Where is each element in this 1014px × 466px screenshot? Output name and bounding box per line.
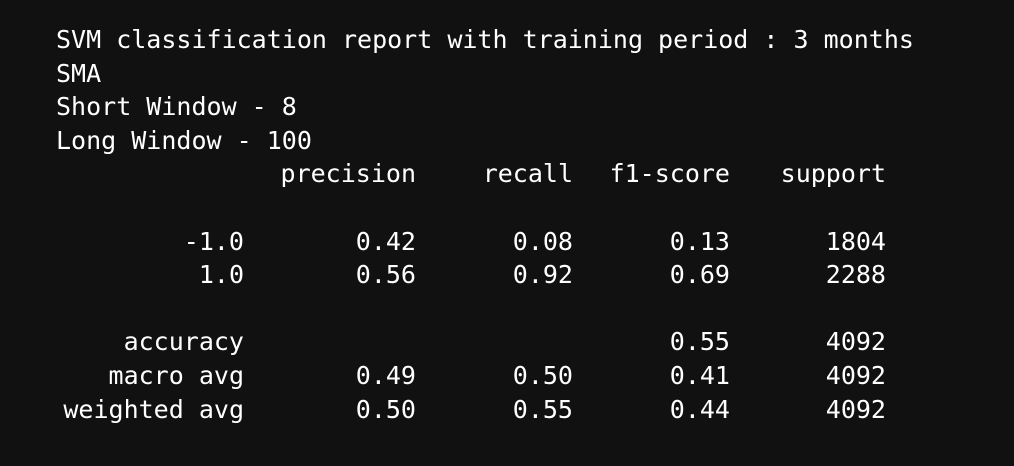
- precision-value: 0.49: [355, 360, 416, 390]
- column-header-support: support: [780, 159, 886, 189]
- report-title: SVM classification report with training …: [56, 25, 914, 54]
- support-value: 2288: [825, 260, 886, 290]
- row-label: -1.0: [183, 226, 244, 256]
- report-header-row: precision recall f1-score support: [56, 157, 956, 191]
- row-label: macro avg: [108, 360, 244, 390]
- long-window-line: Long Window - 100: [56, 125, 312, 155]
- precision-value: 0.50: [355, 394, 416, 424]
- f1-score-value: 0.41: [669, 360, 730, 390]
- classification-report: precision recall f1-score support -1.0 0…: [56, 157, 956, 426]
- support-value: 4092: [825, 360, 886, 390]
- f1-score-value: 0.44: [669, 394, 730, 424]
- blank-line: [56, 292, 956, 326]
- summary-row-macro-avg: macro avg 0.49 0.50 0.41 4092: [56, 359, 956, 393]
- summary-row-weighted-avg: weighted avg 0.50 0.55 0.44 4092: [56, 393, 956, 427]
- f1-score-value: 0.55: [669, 327, 730, 357]
- indicator-name: SMA: [56, 58, 102, 88]
- blank-line: [56, 191, 956, 225]
- short-window-line: Short Window - 8: [56, 92, 297, 122]
- f1-score-value: 0.13: [669, 226, 730, 256]
- support-value: 4092: [825, 394, 886, 424]
- precision-value: 0.56: [355, 260, 416, 290]
- row-label: accuracy: [123, 327, 244, 357]
- support-value: 4092: [825, 327, 886, 357]
- precision-value: 0.42: [355, 226, 416, 256]
- recall-value: 0.08: [512, 226, 573, 256]
- recall-value: 0.55: [512, 394, 573, 424]
- support-value: 1804: [825, 226, 886, 256]
- row-label: weighted avg: [63, 394, 244, 424]
- class-row: -1.0 0.42 0.08 0.13 1804: [56, 225, 956, 259]
- recall-value: 0.92: [512, 260, 573, 290]
- column-header-precision: precision: [280, 159, 416, 189]
- column-header-recall: recall: [482, 159, 573, 189]
- row-label: 1.0: [198, 260, 244, 290]
- column-header-f1-score: f1-score: [609, 159, 730, 189]
- class-row: 1.0 0.56 0.92 0.69 2288: [56, 258, 956, 292]
- recall-value: 0.50: [512, 360, 573, 390]
- summary-row-accuracy: accuracy 0.55 4092: [56, 325, 956, 359]
- f1-score-value: 0.69: [669, 260, 730, 290]
